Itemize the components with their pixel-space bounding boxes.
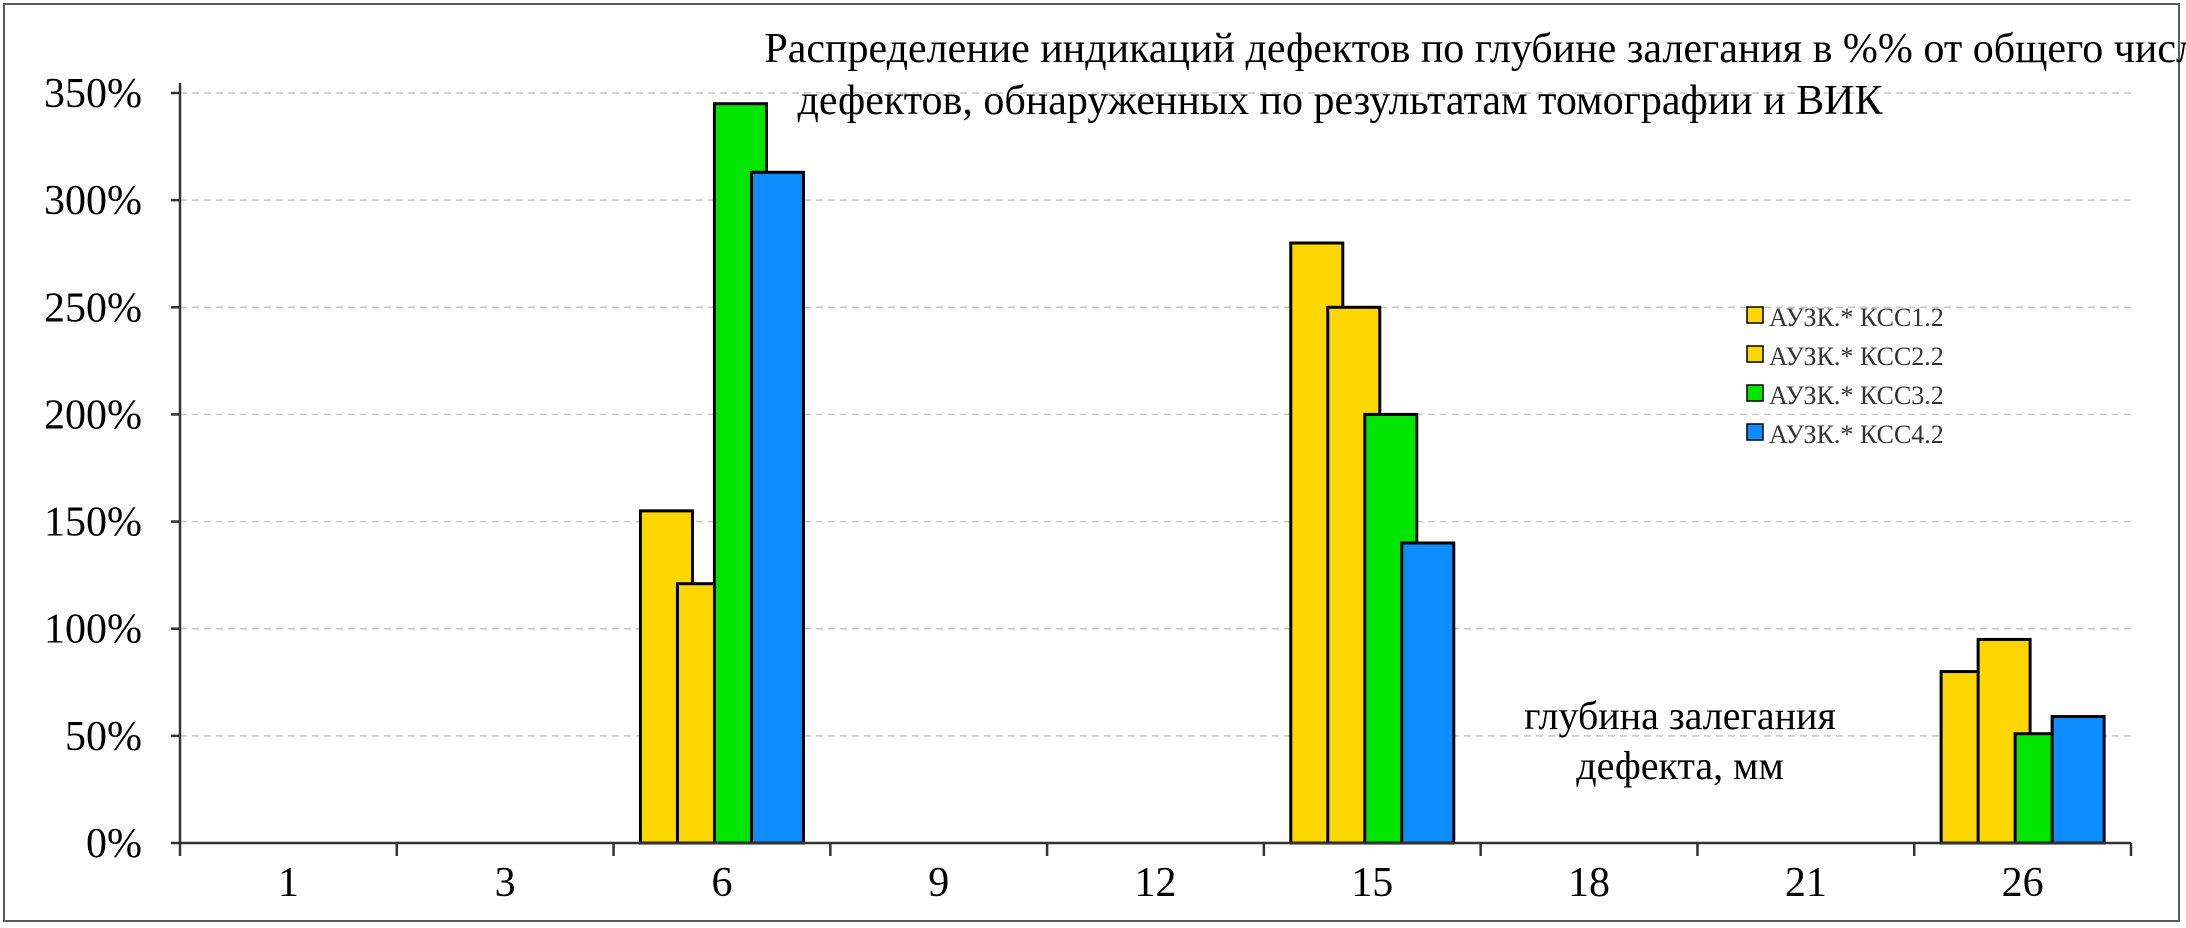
- x-axis-label-line-2: дефекта, мм: [1576, 743, 1784, 788]
- x-axis-label-line-1: глубина залегания: [1524, 693, 1836, 738]
- x-tick-label: 6: [711, 860, 732, 906]
- legend-swatch: [1746, 384, 1764, 402]
- legend-item-1: АУЗК.* КСС1.2: [1746, 303, 1944, 332]
- legend-swatch: [1746, 345, 1764, 363]
- x-tick-label: 18: [1568, 860, 1610, 906]
- bar-15-series-4: [1400, 541, 1456, 845]
- x-tick-label: 9: [928, 860, 949, 906]
- y-tick-labels: 0% 50% 100% 150% 200% 250% 300% 350%: [44, 71, 142, 867]
- bar-6-series-4: [749, 170, 805, 845]
- y-tick-label: 100%: [44, 607, 142, 653]
- legend-item-3: АУЗК.* КСС3.2: [1746, 381, 1944, 410]
- legend-swatch: [1746, 306, 1764, 324]
- x-tick-label: 21: [1785, 860, 1827, 906]
- gridlines: [180, 92, 2131, 737]
- y-tick-label: 300%: [44, 178, 142, 224]
- legend-label: АУЗК.* КСС3.2: [1769, 381, 1944, 410]
- y-tick-label: 50%: [65, 714, 142, 760]
- x-tick-labels: 1 3 6 9 12 15 18 21 26: [278, 860, 2044, 906]
- axes: [171, 83, 2133, 856]
- x-tick-label: 1: [278, 860, 299, 906]
- y-tick-label: 250%: [44, 285, 142, 331]
- x-tick-label: 15: [1351, 860, 1393, 906]
- legend: АУЗК.* КСС1.2 АУЗК.* КСС2.2 АУЗК.* КСС3.2 А…: [1746, 303, 1944, 449]
- y-tick-label: 150%: [44, 500, 142, 546]
- x-axis-label: глубина залегания дефекта, мм: [1524, 693, 1836, 788]
- bars: [638, 102, 2106, 845]
- y-tick-label: 200%: [44, 392, 142, 438]
- chart-title-line-1: Распределение индикаций дефектов по глуб…: [764, 26, 2186, 72]
- y-tick-label: 0%: [86, 821, 142, 867]
- chart-title: Распределение индикаций дефектов по глуб…: [764, 26, 2186, 124]
- legend-item-4: АУЗК.* КСС4.2: [1746, 420, 1944, 449]
- legend-item-2: АУЗК.* КСС2.2: [1746, 342, 1944, 371]
- chart-title-line-2: дефектов, обнаруженных по результатам то…: [798, 78, 1884, 124]
- y-tick-label: 350%: [44, 71, 142, 117]
- chart-frame: [3, 3, 2180, 922]
- legend-label: АУЗК.* КСС2.2: [1769, 342, 1944, 371]
- bar-26-series-4: [2050, 715, 2106, 845]
- x-tick-label: 3: [495, 860, 516, 906]
- x-tick-label: 26: [2002, 860, 2044, 906]
- legend-swatch: [1746, 423, 1764, 441]
- legend-label: АУЗК.* КСС4.2: [1769, 420, 1944, 449]
- legend-label: АУЗК.* КСС1.2: [1769, 303, 1944, 332]
- x-tick-label: 12: [1135, 860, 1177, 906]
